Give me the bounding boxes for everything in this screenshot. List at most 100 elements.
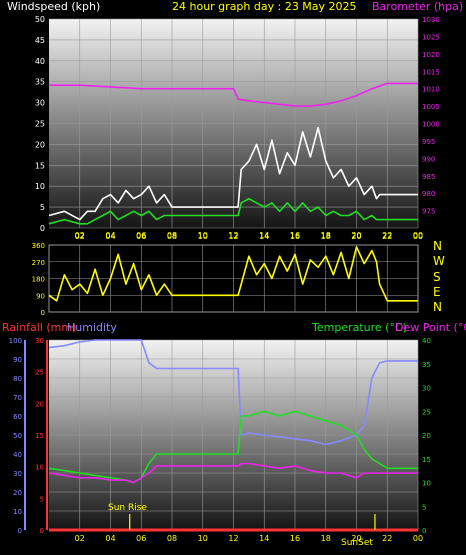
y-tick-label-baro: 1010: [422, 86, 440, 94]
x-tick-label: 00: [413, 231, 423, 240]
y-tick-label-temperature: 10: [422, 480, 431, 488]
compass-s: S: [433, 270, 441, 284]
x-tick-label: 16: [290, 231, 300, 240]
y-tick-label-rain: 10: [35, 464, 44, 472]
y-tick-label-baro: 985: [422, 173, 435, 181]
series-line-dewpoint: [48, 462, 418, 484]
y-tick-label-humidity: 30: [13, 470, 22, 478]
x-tick-label: 02: [75, 232, 85, 241]
compass-w: W: [433, 254, 445, 268]
y-tick-label-humidity: 20: [13, 489, 22, 497]
y-tick-label-wind: 15: [35, 161, 45, 170]
y-tick-label-temperature: 5: [422, 503, 426, 511]
series-line-humidity: [48, 339, 418, 446]
y-tick-label-baro: 1005: [422, 103, 440, 111]
x-tick-label: 14: [259, 231, 269, 240]
y-tick-label-wind: 45: [35, 36, 45, 45]
y-tick-label-humidity: 100: [9, 337, 22, 345]
y-tick-label-baro: 990: [422, 155, 435, 163]
y-tick-label-humidity: 10: [13, 508, 22, 516]
x-tick-label: 12: [228, 231, 238, 240]
y-tick-label-baro: 1030: [422, 16, 440, 24]
y-tick-label-temperature: 0: [422, 527, 426, 535]
y-tick-label-temperature: 30: [422, 385, 431, 393]
x-tick-label: 12: [228, 232, 238, 241]
x-tick-label: 22: [382, 232, 392, 241]
y-tick-label-baro: 1000: [422, 121, 440, 129]
y-tick-label-humidity: 90: [13, 356, 22, 364]
series-line-pressure: [49, 82, 418, 107]
y-tick-label-wind: 5: [40, 203, 45, 212]
x-tick-label: 16: [290, 232, 300, 241]
x-tick-label: 04: [105, 231, 115, 240]
x-tick-label: 16: [290, 534, 300, 543]
y-tick-label-humidity: 50: [13, 432, 22, 440]
x-tick-label: 10: [198, 534, 208, 543]
y-tick-label-humidity: 70: [13, 394, 22, 402]
baro-axis-label: Barometer (hpa): [372, 0, 464, 13]
y-tick-label-direction: 90: [36, 292, 45, 300]
y-tick-label-baro: 1025: [422, 33, 440, 41]
x-tick-label: 06: [136, 534, 146, 543]
sunrise-label: Sun Rise: [108, 503, 147, 513]
x-tick-label: 02: [75, 231, 85, 240]
y-tick-label-temperature: 20: [422, 432, 431, 440]
y-tick-label-temperature: 35: [422, 361, 431, 369]
y-tick-label-direction: 180: [32, 276, 45, 284]
y-tick-label-baro: 1020: [422, 51, 440, 59]
wind-axis-label: Windspeed (kph): [7, 0, 101, 13]
y-tick-label-humidity: 40: [13, 451, 22, 459]
y-tick-label-rain: 25: [35, 369, 44, 377]
x-tick-label: 04: [105, 534, 115, 543]
y-tick-label-rain: 0: [40, 527, 44, 535]
x-tick-label: 08: [167, 534, 177, 543]
y-tick-label-direction: 270: [32, 259, 45, 267]
y-tick-label-humidity: 60: [13, 413, 22, 421]
y-tick-label-wind: 0: [40, 224, 45, 233]
y-tick-label-wind: 50: [35, 15, 45, 24]
y-tick-label-temperature: 15: [422, 456, 431, 464]
y-tick-label-humidity: 0: [18, 527, 22, 535]
y-tick-label-wind: 20: [35, 140, 45, 149]
series-line-windAvg: [48, 197, 418, 225]
x-tick-label: 18: [321, 534, 331, 543]
chart-title: 24 hour graph day : 23 May 2025: [172, 0, 357, 13]
x-tick-label: 06: [136, 231, 146, 240]
y-tick-label-rain: 20: [35, 400, 44, 408]
y-tick-label-wind: 40: [35, 57, 45, 66]
x-tick-label: 10: [198, 232, 208, 241]
x-tick-label: 14: [259, 534, 269, 543]
x-tick-label: 18: [321, 232, 331, 241]
y-tick-label-wind: 10: [35, 182, 45, 191]
x-tick-label: 14: [259, 232, 269, 241]
y-tick-label-direction: 360: [32, 242, 45, 250]
x-tick-label: 00: [413, 534, 423, 543]
dewpoint-axis-label: Dew Point (°C): [395, 321, 466, 334]
sunset-label: SunSet: [341, 538, 373, 548]
y-tick-label-baro: 995: [422, 138, 435, 146]
y-tick-label-temperature: 25: [422, 408, 431, 416]
x-tick-label: 18: [321, 231, 331, 240]
x-tick-label: 02: [75, 534, 85, 543]
x-tick-label: 12: [228, 534, 238, 543]
y-tick-label-baro: 980: [422, 190, 435, 198]
compass-e: E: [433, 285, 441, 299]
x-tick-label: 04: [105, 232, 115, 241]
x-tick-label: 20: [351, 232, 361, 241]
x-tick-label: 10: [198, 231, 208, 240]
y-tick-label-humidity: 80: [13, 375, 22, 383]
y-tick-label-baro: 1015: [422, 68, 440, 76]
y-tick-label-wind: 35: [35, 78, 45, 87]
series-line-direction: [48, 246, 418, 302]
y-tick-label-rain: 5: [40, 495, 44, 503]
y-tick-label-temperature: 40: [422, 337, 431, 345]
y-tick-label-rain: 15: [35, 432, 44, 440]
y-tick-label-rain: 30: [35, 337, 44, 345]
x-tick-label: 08: [167, 231, 177, 240]
compass-n-bottom: N: [433, 300, 442, 314]
x-tick-label: 08: [167, 232, 177, 241]
x-tick-label: 22: [382, 534, 392, 543]
humidity-axis-label: Humidity: [67, 321, 117, 334]
x-tick-label: 20: [351, 534, 361, 543]
